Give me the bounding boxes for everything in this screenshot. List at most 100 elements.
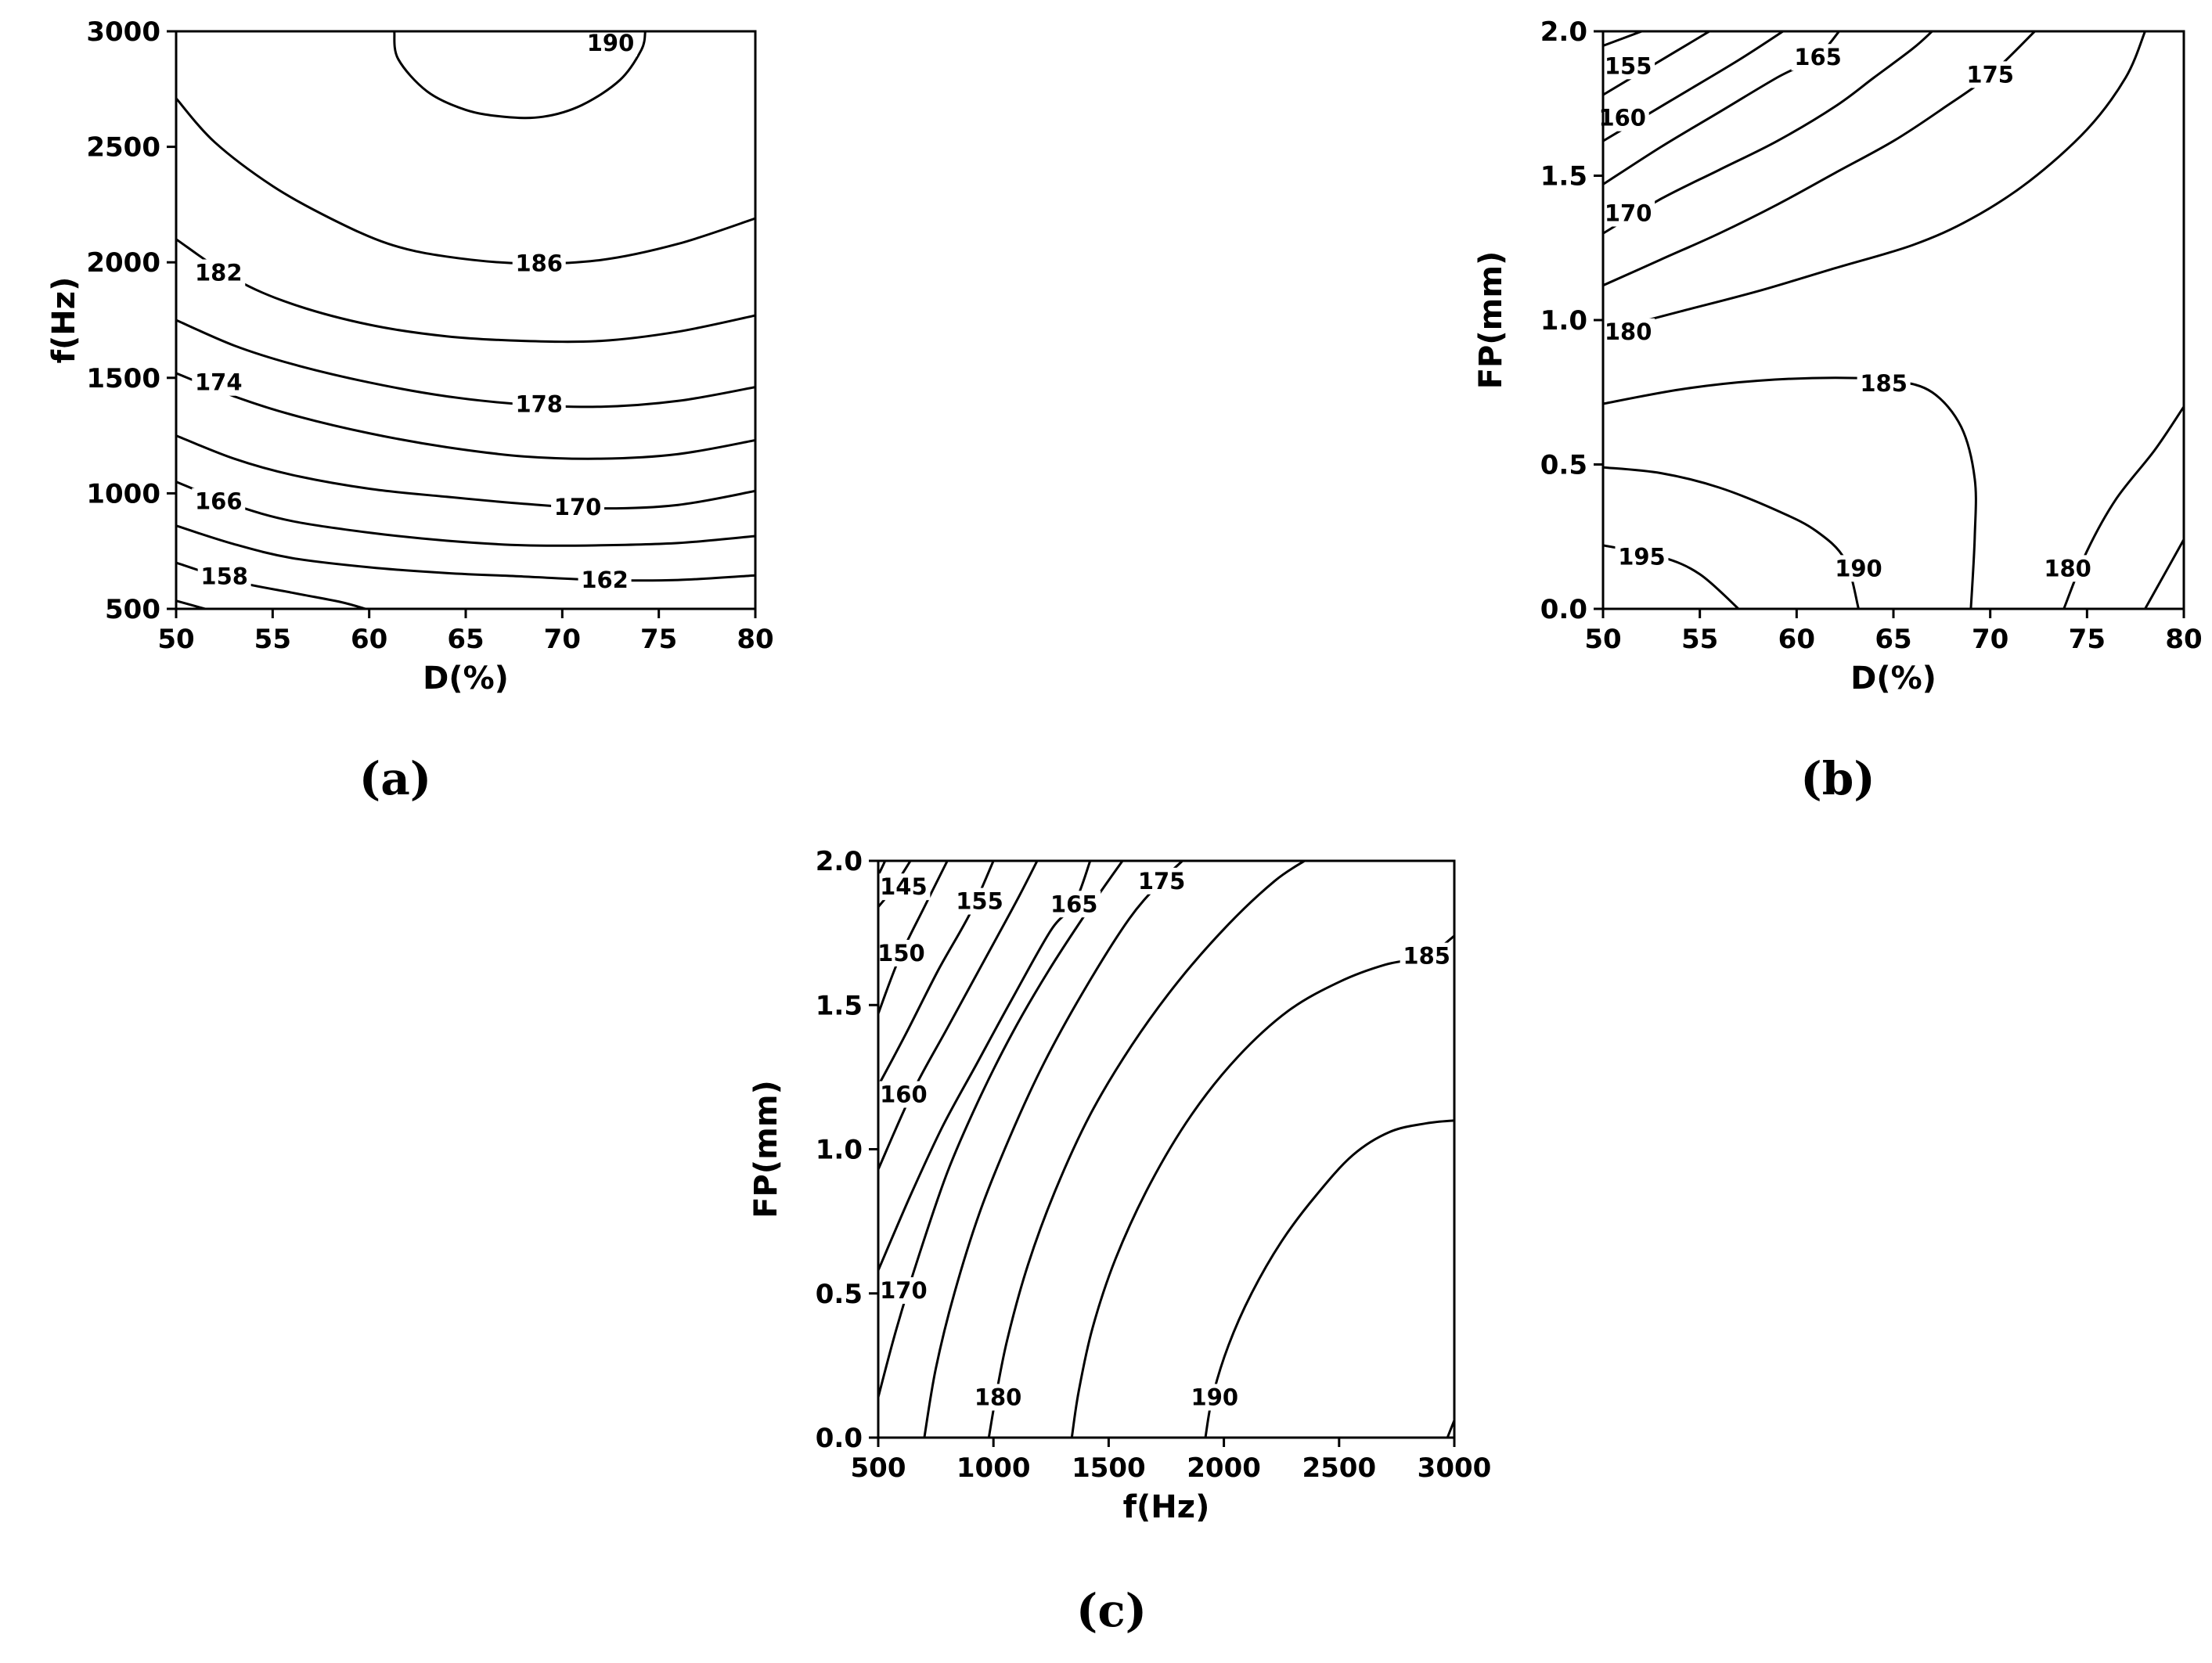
contour-label-bg	[877, 1277, 931, 1305]
y-axis-label: FP(mm)	[748, 1080, 784, 1218]
contour-label-bg	[874, 939, 928, 966]
contour-label-bg	[584, 29, 637, 56]
contour-label-bg	[2041, 555, 2095, 582]
contour-labels: 190 186 182 178 174 170 166 162 158	[192, 29, 637, 594]
contour-line-166	[176, 481, 755, 547]
contour-label: 190	[1835, 555, 1882, 581]
x-tick-label: 50	[157, 624, 194, 655]
contour-label: 175	[1966, 61, 2014, 88]
contour-label: 178	[515, 391, 563, 418]
contour-line-170	[878, 861, 1124, 1398]
contour-label: 182	[195, 259, 243, 286]
x-tick-label: 75	[2069, 624, 2106, 655]
contour-label-bg	[1601, 318, 1655, 345]
y-axis-label: f(Hz)	[46, 277, 82, 364]
x-tick-label: 1500	[1072, 1452, 1146, 1484]
y-tick-label: 0.0	[1540, 594, 1587, 625]
contour-line-155	[1603, 31, 1711, 96]
contour-label-bg	[1963, 61, 2017, 88]
contour-plot-b: 155 160 165 170 175 180 185 190 195 180 50 55 60 65 70…	[1473, 16, 2203, 805]
contour-label-bg	[877, 873, 931, 901]
contour-line-180	[1603, 31, 2146, 333]
contour-label: 155	[956, 888, 1003, 915]
y-axis-label: FP(mm)	[1473, 251, 1509, 390]
contour-line-178	[176, 319, 755, 409]
contour-label: 150	[877, 940, 925, 966]
contour-label-bg	[1400, 942, 1454, 970]
contour-label-bg	[1601, 52, 1655, 80]
x-tick-label: 80	[2165, 624, 2202, 655]
contour-label-bg	[1187, 1384, 1241, 1411]
contour-line-170	[1603, 31, 1933, 235]
contour-labels: 145 150 155 160 165 170 175 180 185 190	[874, 867, 1454, 1411]
x-tick-label: 500	[851, 1452, 906, 1484]
contour-label-bg	[192, 488, 246, 515]
contour-label: 190	[587, 30, 635, 56]
x-tick-label: 60	[351, 624, 387, 655]
x-axis-label: D(%)	[1850, 661, 1936, 697]
contour-label: 180	[975, 1384, 1022, 1410]
contour-label: 170	[1605, 200, 1652, 226]
y-tick-label: 500	[105, 594, 160, 625]
contour-line-190	[393, 31, 647, 120]
contour-label-bg	[1595, 104, 1649, 131]
contour-label: 158	[200, 563, 248, 590]
contour-label: 170	[554, 494, 602, 520]
contour-label: 166	[195, 488, 243, 515]
contour-label-bg	[1615, 543, 1669, 571]
contour-line-150	[1603, 31, 1643, 47]
contour-label: 186	[515, 250, 563, 277]
y-tick-label: 3000	[86, 16, 160, 48]
contour-line-190	[1204, 1119, 1454, 1438]
contour-line-186	[176, 97, 755, 265]
contour-label-bg	[1135, 867, 1189, 894]
contour-label-bg	[512, 250, 566, 277]
contour-label: 165	[1050, 891, 1098, 917]
x-tick-label: 3000	[1418, 1452, 1492, 1484]
x-tick-label: 55	[254, 624, 291, 655]
contour-label: 145	[880, 873, 928, 900]
x-tick-label: 2000	[1187, 1452, 1261, 1484]
contour-label-bg	[1601, 200, 1655, 227]
x-tick-label: 60	[1778, 624, 1815, 655]
contour-line-175	[2144, 538, 2184, 609]
x-tick-label: 65	[447, 624, 484, 655]
panel-label: (a)	[359, 752, 431, 805]
y-tick-label: 0.0	[816, 1423, 863, 1454]
x-tick-label: 75	[640, 624, 677, 655]
contour-line-175	[1603, 31, 2037, 287]
contour-line-175	[923, 861, 1184, 1438]
contour-label: 165	[1794, 44, 1842, 70]
contour-line-154	[176, 599, 207, 609]
contour-line-185	[1603, 376, 1977, 609]
x-tick-label: 70	[544, 624, 581, 655]
contour-label: 174	[195, 369, 243, 396]
y-tick-label: 1.5	[816, 990, 863, 1021]
contour-plot-c: 145 150 155 160 165 170 175 180 185 190 500 1000 150…	[748, 846, 1491, 1637]
x-tick-label: 50	[1584, 624, 1621, 655]
y-tick-label: 1000	[86, 478, 160, 509]
contour-label-bg	[877, 1081, 931, 1108]
contour-labels: 155 160 165 170 175 180 185 190 195 180	[1595, 44, 2095, 582]
contour-line-165	[878, 861, 1092, 1272]
y-tick-label: 0.5	[816, 1279, 863, 1310]
y-tick-label: 2000	[86, 247, 160, 279]
contour-label: 180	[2044, 555, 2091, 581]
contour-label: 180	[1605, 319, 1652, 345]
contour-label-bg	[1791, 44, 1845, 71]
x-tick-label: 1000	[956, 1452, 1031, 1484]
contour-label-bg	[192, 369, 246, 396]
contour-line-180	[987, 861, 1306, 1438]
contour-label-bg	[578, 567, 632, 594]
contour-line-182	[176, 238, 755, 344]
contour-lines	[878, 861, 1454, 1438]
x-tick-label: 80	[737, 624, 773, 655]
contour-label-bg	[192, 259, 246, 286]
contour-line-190	[1603, 466, 1860, 609]
contour-label-bg	[1047, 891, 1101, 918]
x-tick-label: 70	[1972, 624, 2008, 655]
contour-line-162	[176, 524, 755, 582]
contour-line-150	[878, 861, 949, 1015]
contour-label-bg	[197, 563, 251, 590]
